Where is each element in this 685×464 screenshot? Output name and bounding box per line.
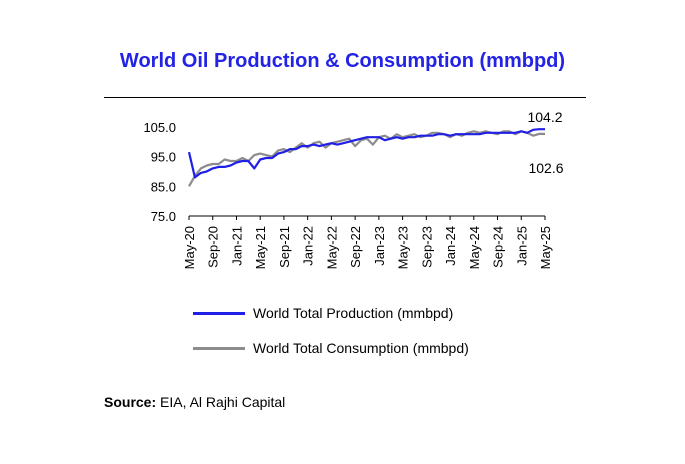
annotation-production: 104.2 [527,109,562,125]
chart-title: World Oil Production & Consumption (mmbp… [119,50,566,72]
annotation-consumption: 102.6 [528,160,563,176]
x-tick-label: May-20 [182,226,197,269]
x-tick-label: Sep-21 [277,226,292,268]
legend-label-production: World Total Production (mmbpd) [253,305,454,321]
x-tick-label: May-21 [253,226,268,269]
series-line-consumption [188,130,545,187]
y-tick-label: 75.0 [151,209,176,224]
source-label: Source: [104,394,157,410]
series-line-production [187,128,545,179]
x-tick-label: Jan-25 [514,226,529,266]
source-text: EIA, Al Rajhi Capital [156,394,286,410]
title-underline [104,97,586,98]
y-tick-label: 105.0 [143,120,176,135]
x-axis: May-20 Sep-20 Jan-21 May-21 Sep-21 Jan-22 May-… [182,215,553,269]
legend-label-consumption: World Total Consumption (mmbpd) [253,340,469,356]
legend-swatch-production [193,311,245,315]
y-tick-label: 95.0 [151,150,176,165]
annotations: 104.2 102.6 [527,109,563,176]
legend-swatch-consumption [193,346,245,350]
x-tick-label: May-24 [467,226,482,269]
x-tick-label: May-25 [538,226,553,269]
x-tick-label: Sep-20 [206,226,221,268]
y-axis: 105.0 95.0 85.0 75.0 [143,120,176,224]
legend-item-production: World Total Production (mmbpd) [193,305,453,321]
line-chart: 105.095.085.075.0 May-20 Sep-20 Jan-21 May-… [143,109,563,269]
x-tick-label: Jan-22 [301,226,316,266]
x-tick-label: Sep-23 [419,226,434,268]
x-tick-label: Sep-24 [491,226,506,268]
x-tick-label: Jan-21 [229,226,244,266]
x-tick-label: May-23 [396,226,411,269]
source-note: Source: EIA, Al Rajhi Capital [104,394,285,410]
legend-item-consumption: World Total Consumption (mmbpd) [193,340,469,356]
y-tick-label: 85.0 [151,179,176,194]
x-tick-label: May-22 [324,226,339,269]
x-tick-label: Jan-24 [443,226,458,266]
series-lines [187,128,545,187]
x-tick-label: Jan-23 [372,226,387,266]
x-tick-label: Sep-22 [348,226,363,268]
